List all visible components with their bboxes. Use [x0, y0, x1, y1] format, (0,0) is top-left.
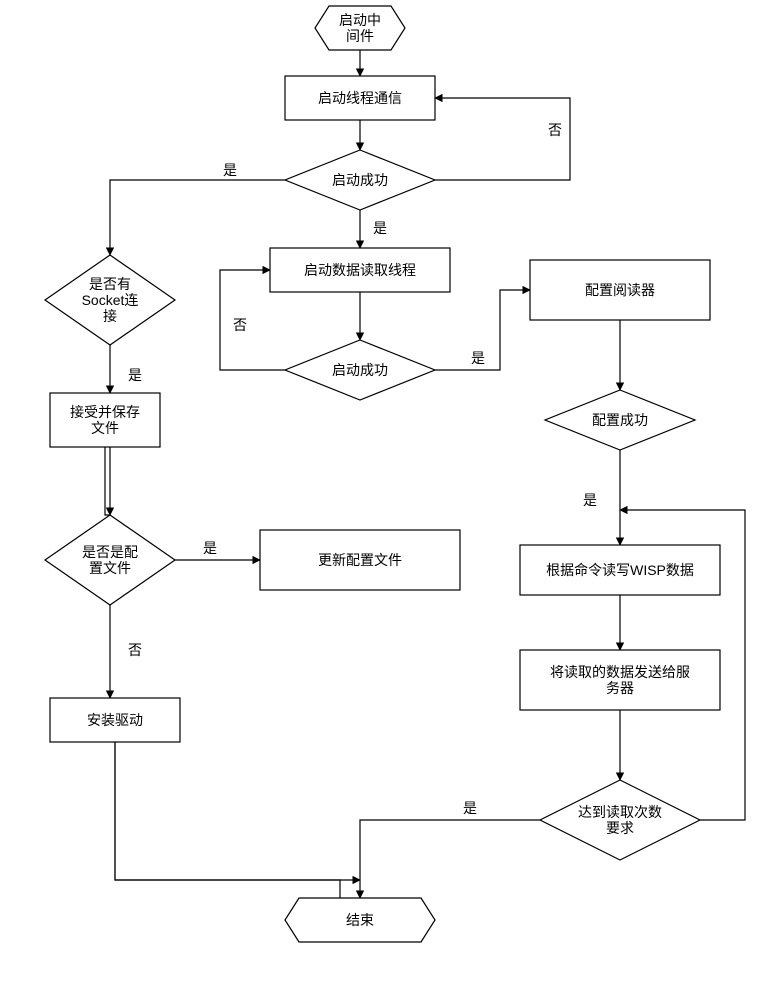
- node-label: 启动成功: [332, 362, 388, 378]
- node-install: 安装驱动: [50, 698, 180, 742]
- node-label: 是否是配: [82, 544, 138, 560]
- node-read_thread: 启动数据读取线程: [270, 248, 450, 292]
- node-socket: 是否有Socket连接: [45, 255, 175, 345]
- node-end: 结束: [285, 898, 435, 942]
- node-label: 根据命令读写WISP数据: [546, 562, 694, 578]
- node-label: 结束: [346, 912, 374, 928]
- node-label: 接: [103, 308, 117, 324]
- node-label: 配置阅读器: [585, 282, 655, 298]
- node-label: 接受并保存: [70, 404, 140, 420]
- edge-label: 否: [128, 642, 142, 658]
- edge-label: 是: [223, 162, 237, 178]
- node-label: 间件: [346, 28, 374, 44]
- node-label: 将读取的数据发送给服: [550, 664, 690, 680]
- node-update_cfg: 更新配置文件: [260, 530, 460, 590]
- node-decide1: 启动成功: [285, 150, 435, 210]
- node-decide2: 启动成功: [285, 340, 435, 400]
- node-label: 是否有: [89, 276, 131, 292]
- edge-label: 是: [463, 800, 477, 816]
- edge-label: 是: [128, 367, 142, 383]
- node-label: 配置成功: [592, 412, 648, 428]
- edge-label: 是: [583, 492, 597, 508]
- node-label: 达到读取次数: [578, 804, 662, 820]
- node-cfg_reader: 配置阅读器: [530, 260, 710, 320]
- node-start: 启动中间件: [315, 6, 405, 50]
- edge-label: 否: [233, 317, 247, 333]
- edge-label: 是: [373, 220, 387, 236]
- node-label: 启动数据读取线程: [304, 262, 416, 278]
- node-label: 安装驱动: [87, 712, 143, 728]
- node-count_ok: 达到读取次数要求: [540, 780, 700, 860]
- node-is_cfg: 是否是配置文件: [45, 515, 175, 605]
- node-label: 启动中: [339, 12, 381, 28]
- node-label: 文件: [91, 420, 119, 436]
- node-thread_comm: 启动线程通信: [285, 76, 435, 120]
- node-label: Socket连: [82, 292, 139, 308]
- node-label: 务器: [606, 680, 634, 696]
- node-label: 置文件: [89, 560, 131, 576]
- node-cfg_ok: 配置成功: [545, 390, 695, 450]
- node-label: 启动成功: [332, 172, 388, 188]
- node-label: 启动线程通信: [318, 90, 402, 106]
- node-accept: 接受并保存文件: [50, 393, 160, 447]
- edge-label: 否: [548, 122, 562, 138]
- edge-label: 是: [471, 350, 485, 366]
- node-label: 更新配置文件: [318, 552, 402, 568]
- node-label: 要求: [606, 820, 634, 836]
- edge-label: 是: [203, 540, 217, 556]
- node-send_srv: 将读取的数据发送给服务器: [520, 650, 720, 710]
- node-rw_wisp: 根据命令读写WISP数据: [520, 545, 720, 595]
